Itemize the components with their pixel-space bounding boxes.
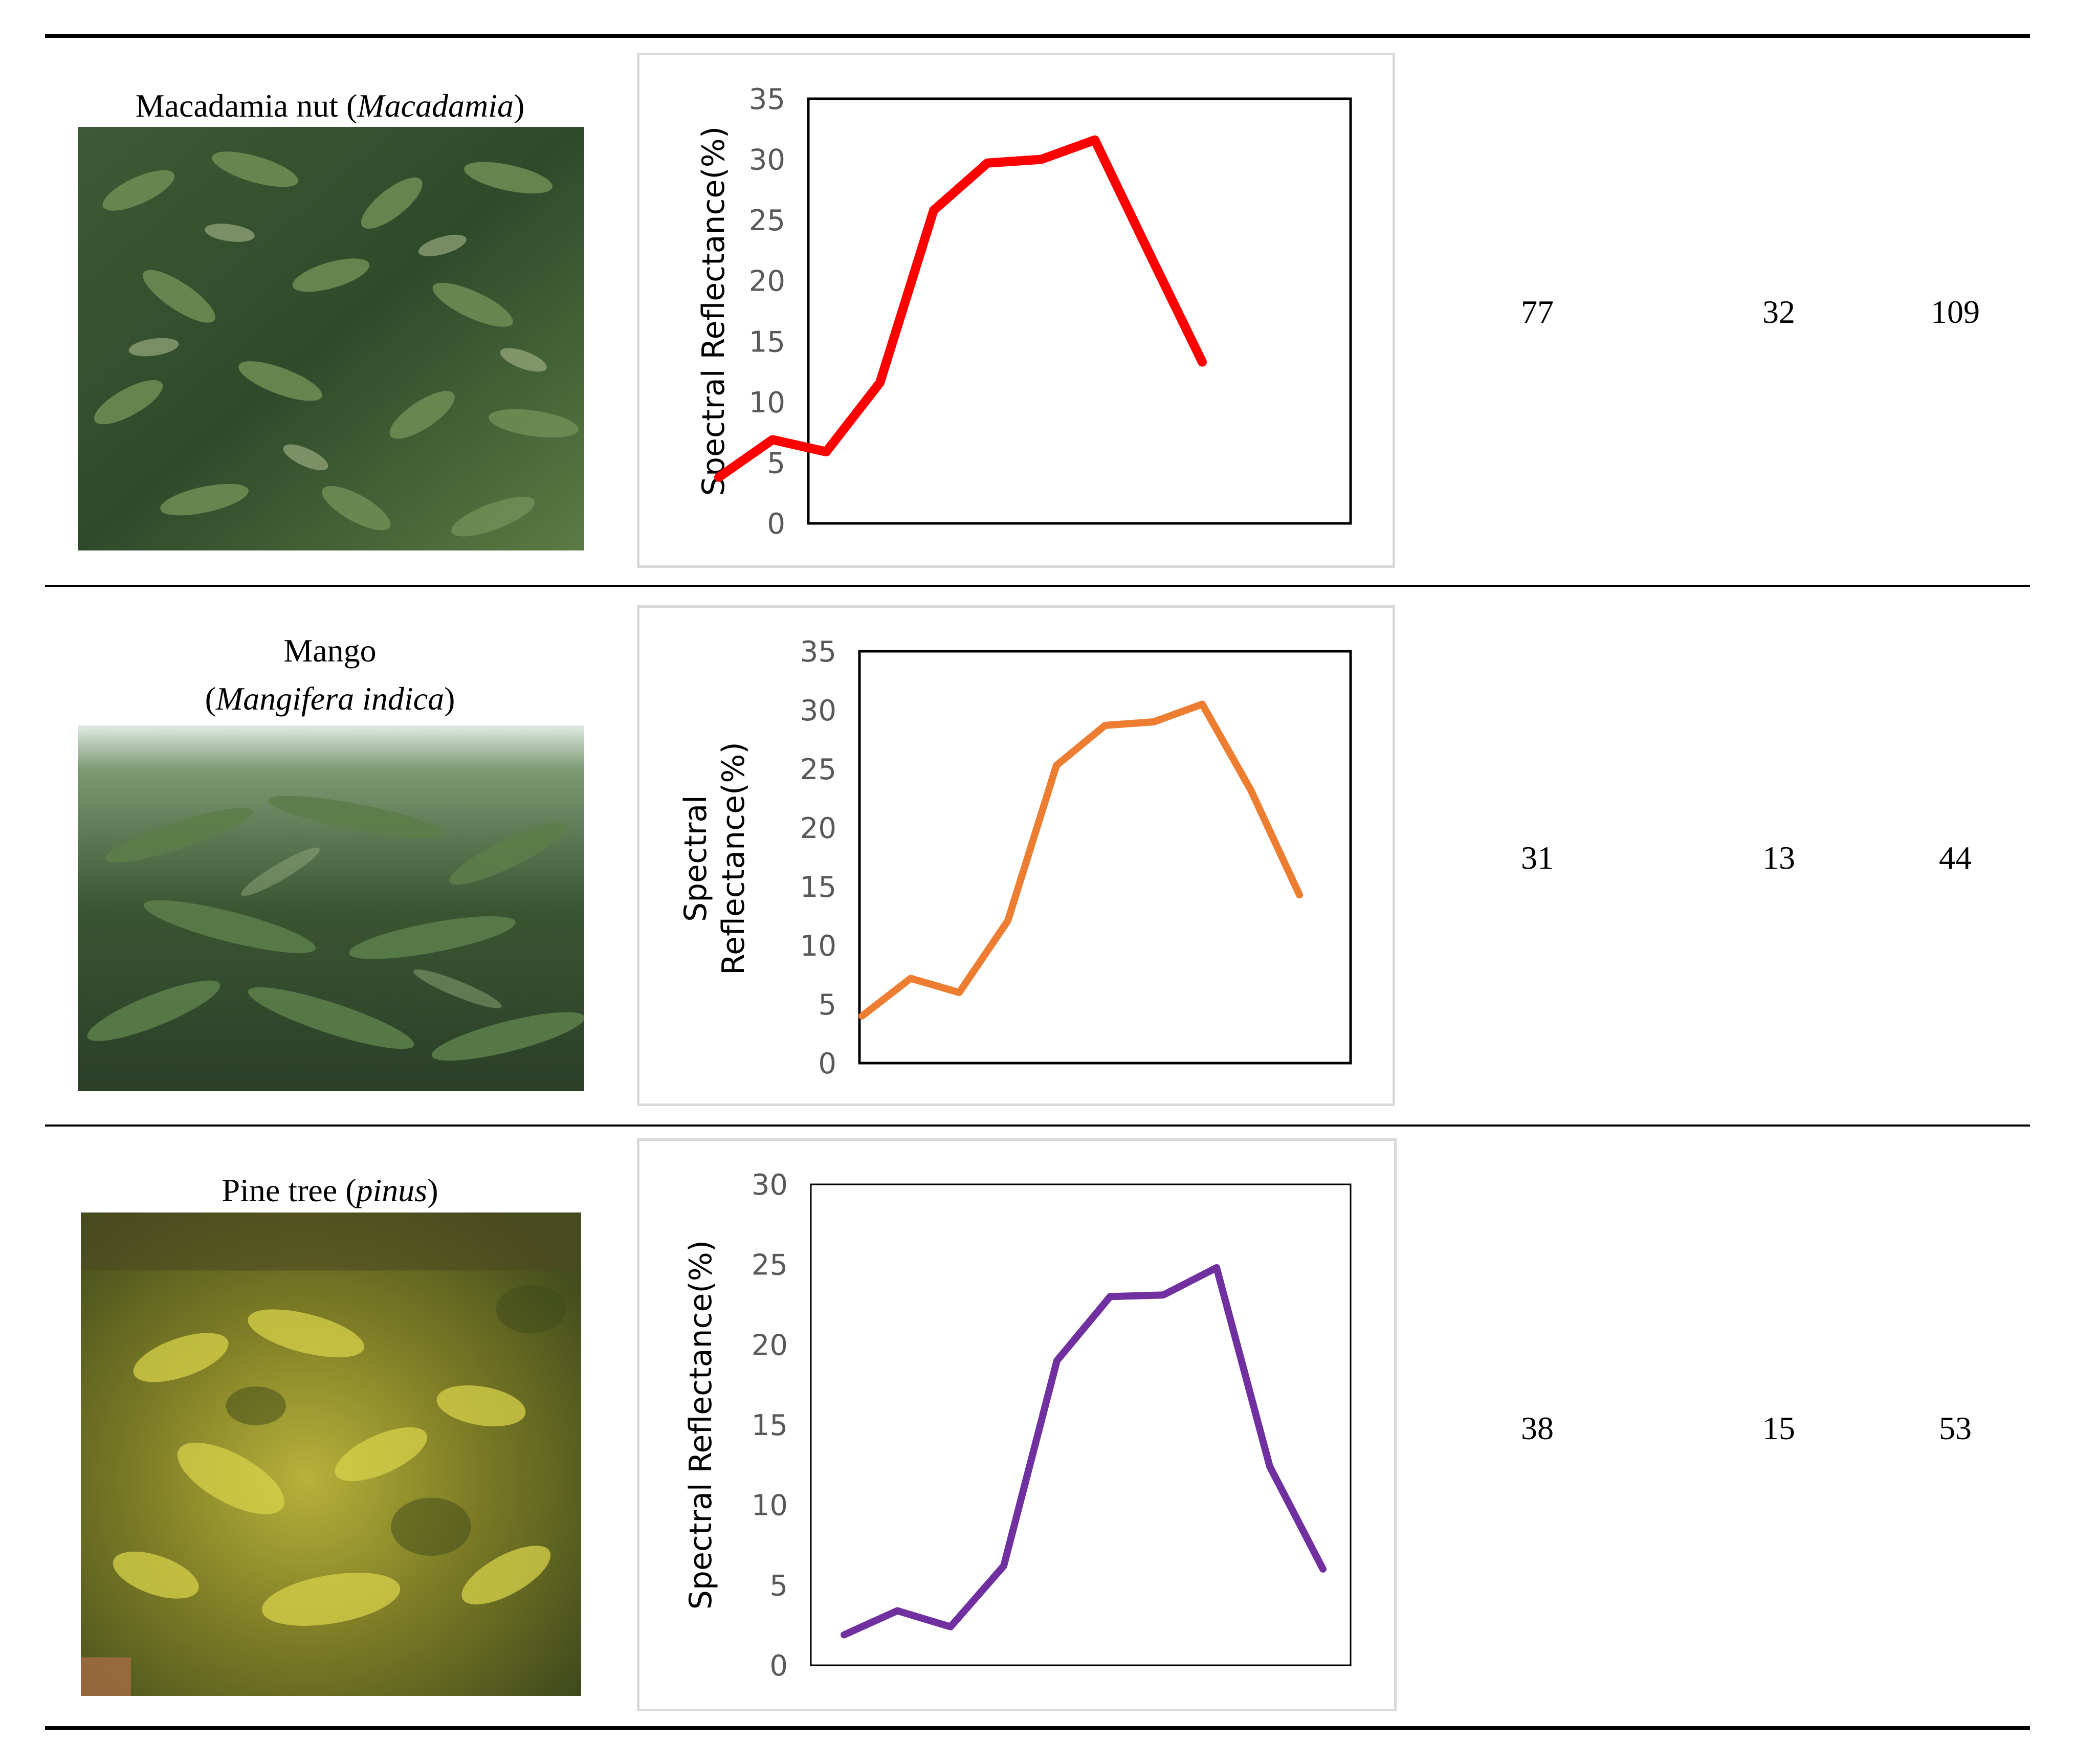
value-col3: 109 bbox=[1931, 294, 1980, 330]
y-tick-label: 0 bbox=[818, 1047, 836, 1081]
value-col1: 31 bbox=[1521, 840, 1554, 876]
plot-area bbox=[810, 1183, 1352, 1666]
species-label: Macadamia nut (Macadamia) bbox=[135, 87, 525, 124]
y-tick-label: 5 bbox=[769, 1569, 788, 1602]
y-tick-label: 20 bbox=[752, 1329, 788, 1362]
data-point bbox=[772, 439, 773, 440]
spectral-series-line bbox=[714, 135, 1207, 482]
value-col3: 44 bbox=[1939, 840, 1972, 876]
row-divider bbox=[45, 1124, 2030, 1127]
value-col2: 32 bbox=[1762, 294, 1795, 330]
y-tick-label: 10 bbox=[749, 386, 785, 420]
value-col1: 38 bbox=[1521, 1410, 1554, 1446]
chart-svg: 0 5 10 15 20 25 30 Spectral Reflectance(%) bbox=[683, 1168, 1352, 1683]
y-tick-label: 15 bbox=[800, 871, 836, 904]
data-point bbox=[1110, 1296, 1111, 1297]
y-tick-label: 35 bbox=[749, 83, 785, 116]
data-point bbox=[1041, 159, 1042, 160]
plot-area bbox=[858, 650, 1352, 1065]
spectral-chart-macadamia: 0 5 10 15 20 25 30 35 Spectral Reflectance(%) bbox=[637, 53, 1395, 568]
y-axis-label: Spectral Reflectance(%) bbox=[696, 126, 732, 496]
chart-svg: 0 5 10 15 20 25 30 35 SpectralReflectance(%) bbox=[678, 635, 1352, 1081]
y-tick-label: 0 bbox=[769, 1649, 788, 1683]
row-divider bbox=[45, 585, 2030, 587]
y-tick-label: 30 bbox=[749, 144, 785, 177]
y-tick-label: 20 bbox=[800, 812, 836, 845]
data-point bbox=[862, 1016, 863, 1017]
y-axis-label: SpectralReflectance(%) bbox=[678, 742, 752, 975]
y-tick-label: 30 bbox=[752, 1168, 788, 1202]
data-point bbox=[1056, 765, 1057, 766]
y-tick-label: 5 bbox=[818, 988, 836, 1022]
value-col1: 77 bbox=[1521, 294, 1554, 330]
mango-photo bbox=[78, 725, 584, 1091]
spectral-chart-pine: 0 5 10 15 20 25 30 Spectral Reflectance(%) bbox=[637, 1138, 1397, 1711]
spectral-series-line bbox=[841, 1264, 1327, 1639]
y-tick-label: 10 bbox=[800, 930, 836, 963]
y-tick-label: 25 bbox=[800, 753, 836, 786]
y-tick-label: 20 bbox=[749, 265, 785, 298]
y-tick-label: 15 bbox=[749, 325, 785, 359]
y-tick-label: 35 bbox=[800, 635, 836, 669]
species-label: Pine tree (pinus) bbox=[222, 1172, 438, 1208]
value-col3: 53 bbox=[1939, 1410, 1972, 1446]
value-col2: 13 bbox=[1762, 840, 1795, 876]
value-col2: 15 bbox=[1762, 1410, 1795, 1446]
chart-svg: 0 5 10 15 20 25 30 35 Spectral Reflectance(%) bbox=[696, 83, 1352, 541]
y-tick-label: 25 bbox=[752, 1249, 788, 1282]
y-tick-label: 0 bbox=[767, 508, 785, 541]
y-axis-label: Spectral Reflectance(%) bbox=[683, 1240, 719, 1609]
y-tick-label: 25 bbox=[749, 204, 785, 237]
y-tick-label: 15 bbox=[752, 1409, 788, 1442]
y-tick-label: 30 bbox=[800, 694, 836, 727]
macadamia-photo bbox=[78, 127, 584, 550]
pine-tree-photo bbox=[81, 1212, 581, 1696]
y-tick-label: 10 bbox=[752, 1489, 788, 1523]
spectral-chart-mango: 0 5 10 15 20 25 30 35 SpectralReflectance(%) bbox=[637, 605, 1395, 1106]
table-bottom-rule bbox=[45, 1726, 2030, 1730]
plot-area bbox=[807, 97, 1352, 525]
y-tick-label: 5 bbox=[767, 447, 785, 480]
spectral-series-line bbox=[858, 700, 1303, 1020]
species-label: Mango (Mangifera indica) bbox=[205, 632, 455, 717]
table-top-rule bbox=[45, 34, 2030, 38]
